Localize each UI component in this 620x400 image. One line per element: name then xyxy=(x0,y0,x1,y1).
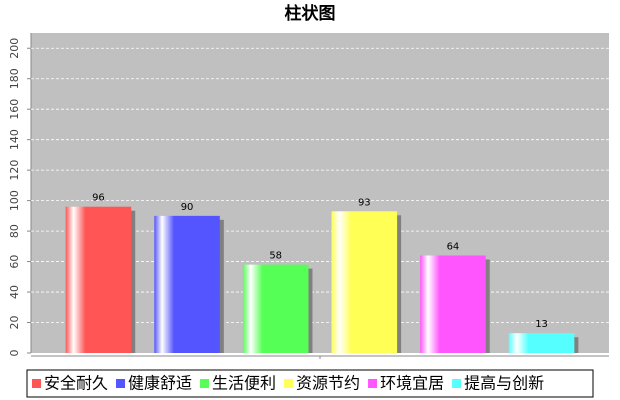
bar xyxy=(154,215,220,353)
value-label: 58 xyxy=(269,251,282,262)
bar xyxy=(242,264,309,353)
legend-label: 资源节约 xyxy=(296,374,360,393)
legend-label: 生活便利 xyxy=(212,374,276,393)
value-label: 93 xyxy=(358,197,371,208)
y-tick-label: 180 xyxy=(8,68,21,89)
bar xyxy=(331,211,398,353)
legend-swatch xyxy=(200,379,210,388)
value-label: 13 xyxy=(535,319,548,330)
y-tick-label: 160 xyxy=(8,99,21,120)
legend-label: 提高与创新 xyxy=(464,374,544,393)
y-tick-label: 20 xyxy=(8,316,21,330)
legend-swatch xyxy=(368,379,378,388)
y-tick-label: 0 xyxy=(8,350,21,357)
bar xyxy=(420,255,486,353)
bar xyxy=(65,206,132,353)
y-tick-label: 80 xyxy=(8,224,21,238)
y-tick-label: 40 xyxy=(8,285,21,299)
legend-label: 健康舒适 xyxy=(128,374,192,393)
value-label: 96 xyxy=(92,193,105,204)
bar xyxy=(508,333,575,353)
legend-swatch xyxy=(452,379,462,388)
legend-swatch xyxy=(116,379,126,388)
legend-swatch xyxy=(284,379,294,388)
value-label: 90 xyxy=(181,202,194,213)
legend-swatch xyxy=(32,379,41,388)
value-label: 64 xyxy=(447,241,460,252)
y-tick-label: 200 xyxy=(8,38,21,59)
chart-title: 柱状图 xyxy=(285,3,336,24)
legend-label: 安全耐久 xyxy=(44,374,108,393)
y-tick-label: 140 xyxy=(8,129,21,150)
legend-label: 环境宜居 xyxy=(380,374,444,393)
y-tick-label: 120 xyxy=(8,160,21,181)
y-tick-label: 100 xyxy=(8,190,21,211)
y-tick-label: 60 xyxy=(8,255,21,269)
